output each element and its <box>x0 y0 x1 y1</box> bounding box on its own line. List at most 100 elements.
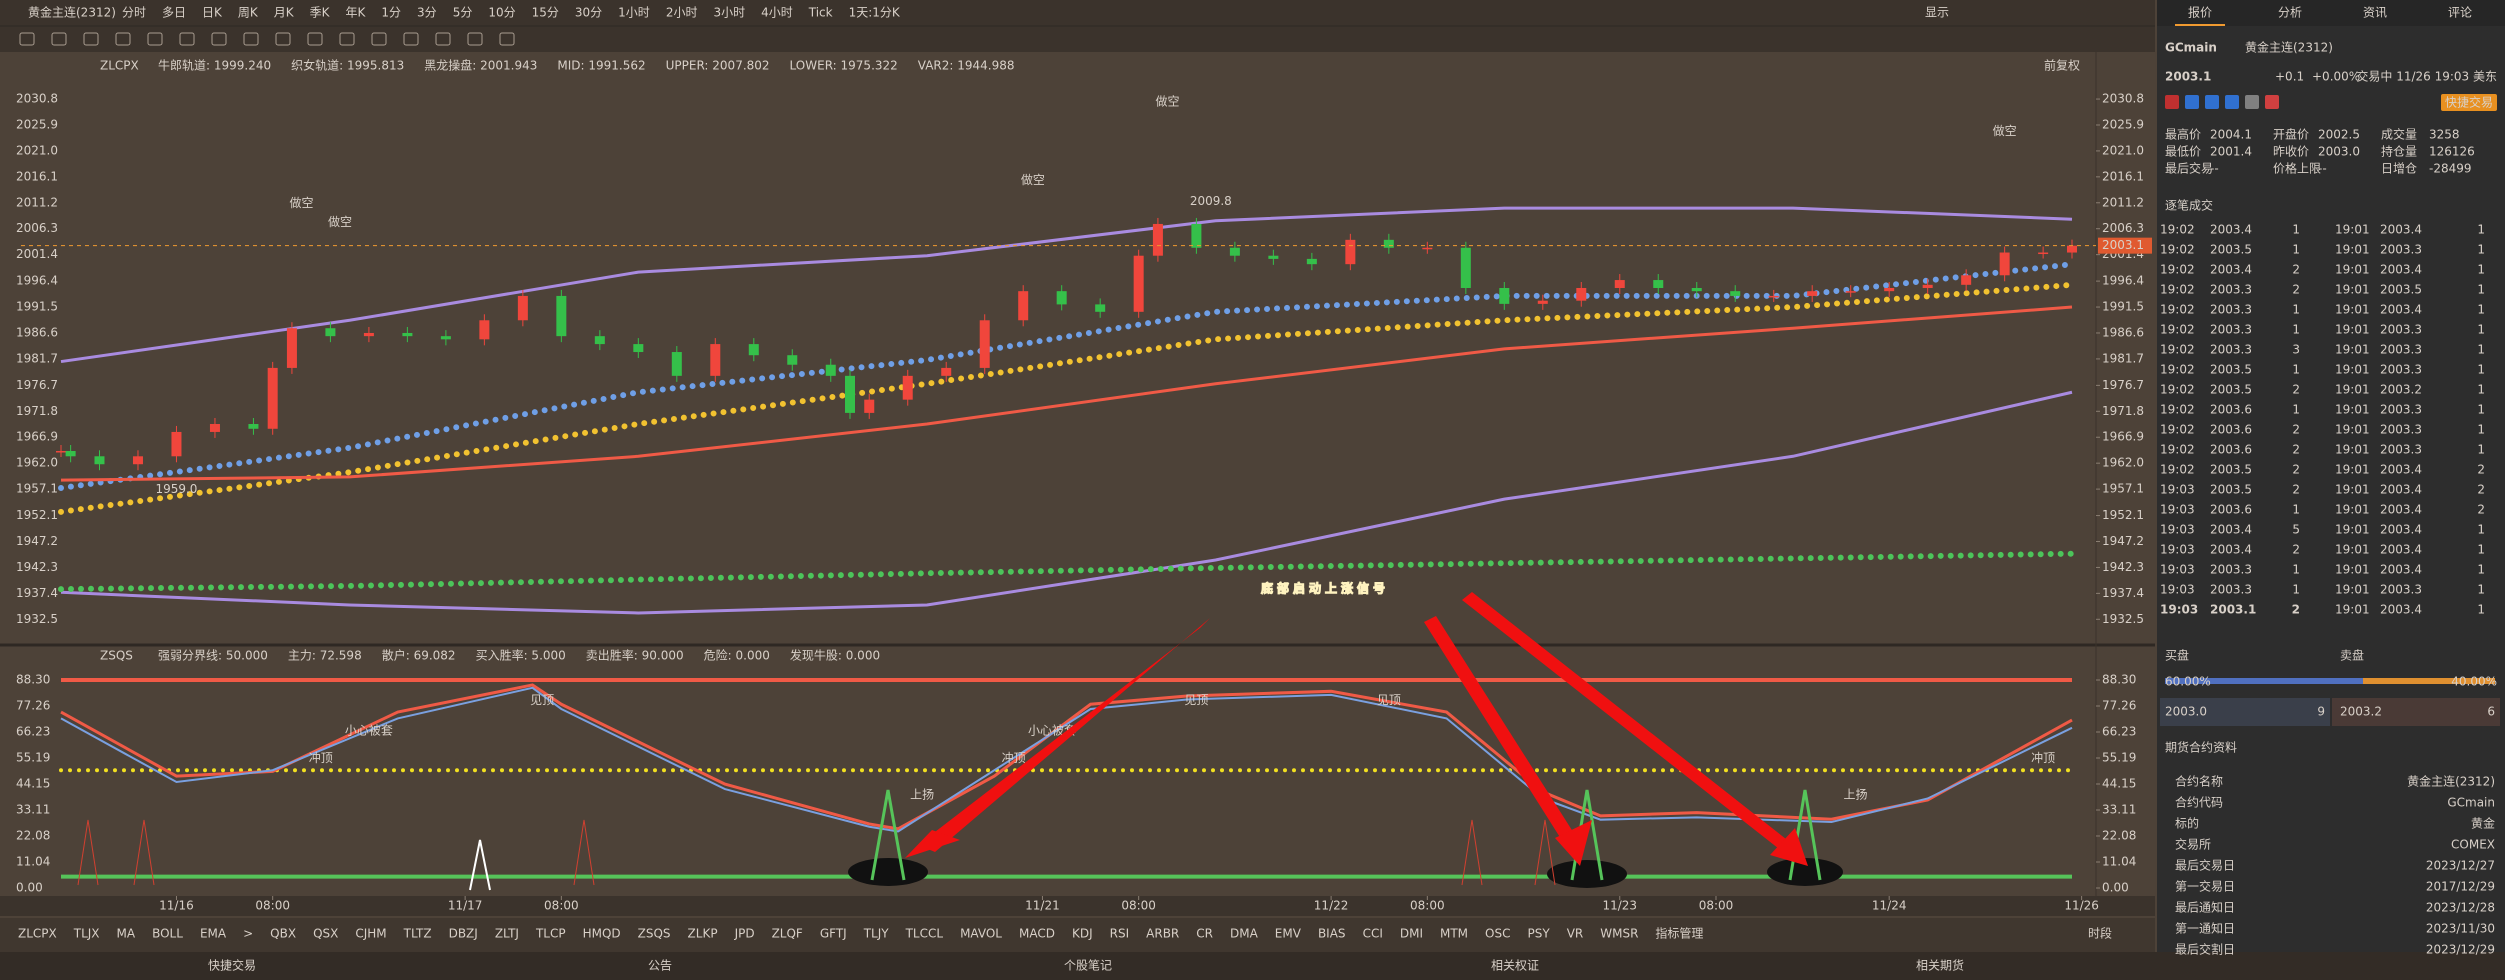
indicator-tab[interactable]: RSI <box>1110 927 1130 941</box>
indicator-tab[interactable]: ARBR <box>1146 927 1179 941</box>
stat-label: 价格上限 <box>2273 161 2321 176</box>
period-tab[interactable]: 季K <box>310 6 331 20</box>
indicator-tab[interactable]: 指标管理 <box>1655 926 1703 941</box>
trade-cell: 2 <box>2292 443 2300 457</box>
y-tick-label: 1932.5 <box>2102 612 2144 626</box>
indicator-tab[interactable]: MACD <box>1019 927 1055 941</box>
display-menu[interactable]: 显示 <box>1925 6 1949 20</box>
indicator-tab[interactable]: ZLKP <box>688 927 718 941</box>
panel-tab[interactable]: 报价 <box>2188 5 2212 20</box>
indicator-tab[interactable]: QSX <box>313 927 338 941</box>
indicator-tab[interactable]: TLJY <box>863 927 890 941</box>
indicator-line <box>60 206 2073 364</box>
trade-cell: 19:02 <box>2160 243 2195 257</box>
indicator-tab[interactable]: WMSR <box>1600 927 1638 941</box>
period-tab[interactable]: 1天:1分K <box>849 6 901 20</box>
market-icon <box>2265 95 2279 109</box>
indicator-tab[interactable]: ZLTJ <box>495 927 519 941</box>
bottom-tab[interactable]: 快捷交易 <box>208 958 256 973</box>
period-tab[interactable]: 年K <box>346 6 367 20</box>
period-tab[interactable]: 5分 <box>453 6 473 20</box>
indicator-tab[interactable]: BOLL <box>152 927 183 941</box>
last-price-tag <box>2098 237 2152 254</box>
indicator-tab[interactable]: TLCP <box>535 927 566 941</box>
period-tab[interactable]: 30分 <box>575 6 602 20</box>
period-tab[interactable]: 月K <box>274 6 295 20</box>
period-tab[interactable]: 3分 <box>417 6 437 20</box>
indicator-line <box>58 281 2075 515</box>
period-tab[interactable]: 日K <box>202 6 223 20</box>
indicator-tab[interactable]: TLJX <box>73 927 100 941</box>
y-tick-label: 11.04 <box>16 854 50 868</box>
period-tab[interactable]: 1分 <box>381 6 401 20</box>
indicator-tab[interactable]: ZLCPX <box>18 927 57 941</box>
indicator-tab[interactable]: CJHM <box>355 927 386 941</box>
indicator-tab[interactable]: CCI <box>1363 927 1383 941</box>
indicator-tab[interactable]: JPD <box>734 927 755 941</box>
quick-trade-btn[interactable] <box>2441 94 2497 111</box>
panel-tab[interactable]: 评论 <box>2448 6 2472 20</box>
y-tick-label: 1942.3 <box>16 560 58 574</box>
period-tab[interactable]: 1小时 <box>618 6 650 20</box>
annotation: 做空 <box>328 214 352 229</box>
quote-code: GCmain <box>2165 41 2217 55</box>
indicator-tab[interactable]: BIAS <box>1318 927 1346 941</box>
quote-change-pct: +0.00% <box>2312 70 2360 84</box>
period-tab[interactable]: 周K <box>238 6 259 20</box>
indicator-tab[interactable]: KDJ <box>1072 927 1093 941</box>
bottom-tab[interactable]: 相关权证 <box>1491 959 1539 973</box>
indicator-tab[interactable]: MA <box>117 927 136 941</box>
candle <box>2067 245 2077 253</box>
period-tab[interactable]: 多日 <box>162 6 186 20</box>
panel-tab[interactable]: 分析 <box>2278 6 2302 20</box>
indicator-tab[interactable]: TLTZ <box>403 927 432 941</box>
ask-label: 卖盘 <box>2340 648 2364 663</box>
trade-cell: 2003.4 <box>2380 523 2422 537</box>
indicator-tab[interactable]: EMA <box>200 927 227 941</box>
trade-cell: 2003.4 <box>2380 543 2422 557</box>
indicator-tab[interactable]: GFTJ <box>820 927 847 941</box>
indicator-tab[interactable]: ZSQS <box>638 927 671 941</box>
indicator-tab[interactable]: CR <box>1196 927 1213 941</box>
y-tick-label: 88.30 <box>16 673 50 687</box>
info-value: 2023/11/30 <box>2426 922 2495 936</box>
candle <box>594 336 605 345</box>
trade-cell: 1 <box>2292 503 2300 517</box>
panel-tab[interactable]: 资讯 <box>2363 6 2387 20</box>
indicator-tab[interactable]: OSC <box>1485 927 1510 941</box>
indicator-line <box>58 261 2075 492</box>
period-tab[interactable]: 分时 <box>122 6 146 20</box>
y-tick-label: 1986.6 <box>2102 325 2144 339</box>
bottom-tab[interactable]: 相关期货 <box>1916 958 1964 973</box>
quick-trade[interactable]: 快捷交易 <box>2445 95 2493 110</box>
signal-label: 冲顶 <box>2031 750 2055 765</box>
period-tab[interactable]: 2小时 <box>666 6 698 20</box>
period-tab[interactable]: 3小时 <box>713 6 745 20</box>
indicator-tab[interactable]: TLCCL <box>905 927 944 941</box>
bid-label: 买盘 <box>2165 648 2189 663</box>
indicator-tab[interactable]: DMA <box>1230 927 1259 941</box>
period-tab[interactable]: 4小时 <box>761 6 793 20</box>
period-tab[interactable]: 10分 <box>488 6 515 20</box>
indicator-line <box>60 390 2073 615</box>
period-tab[interactable]: Tick <box>808 6 833 20</box>
indicator-name: ZSQS <box>100 649 133 663</box>
indicator-tab[interactable]: QBX <box>270 927 296 941</box>
session[interactable]: 时段 <box>2088 926 2112 941</box>
indicator-tab[interactable]: HMQD <box>583 927 621 941</box>
indicator-tab[interactable]: ZLQF <box>772 927 803 941</box>
indicator-tab[interactable]: DBZJ <box>449 927 478 941</box>
indicator-tab[interactable]: DMI <box>1400 927 1423 941</box>
indicator-tab[interactable]: > <box>243 927 253 941</box>
callout: 底部启动上涨信号 <box>1261 581 1389 596</box>
bottom-tab[interactable]: 个股笔记 <box>1064 958 1112 973</box>
indicator-tab[interactable]: VR <box>1567 927 1584 941</box>
indicator-tab[interactable]: MTM <box>1440 927 1468 941</box>
trade-cell: 2 <box>2292 603 2300 617</box>
indicator-tab[interactable]: MAVOL <box>960 927 1002 941</box>
indicator-tab[interactable]: EMV <box>1275 927 1302 941</box>
bottom-tab[interactable]: 公告 <box>648 959 672 973</box>
period-tab[interactable]: 15分 <box>532 6 559 20</box>
indicator-tab[interactable]: PSY <box>1528 927 1551 941</box>
